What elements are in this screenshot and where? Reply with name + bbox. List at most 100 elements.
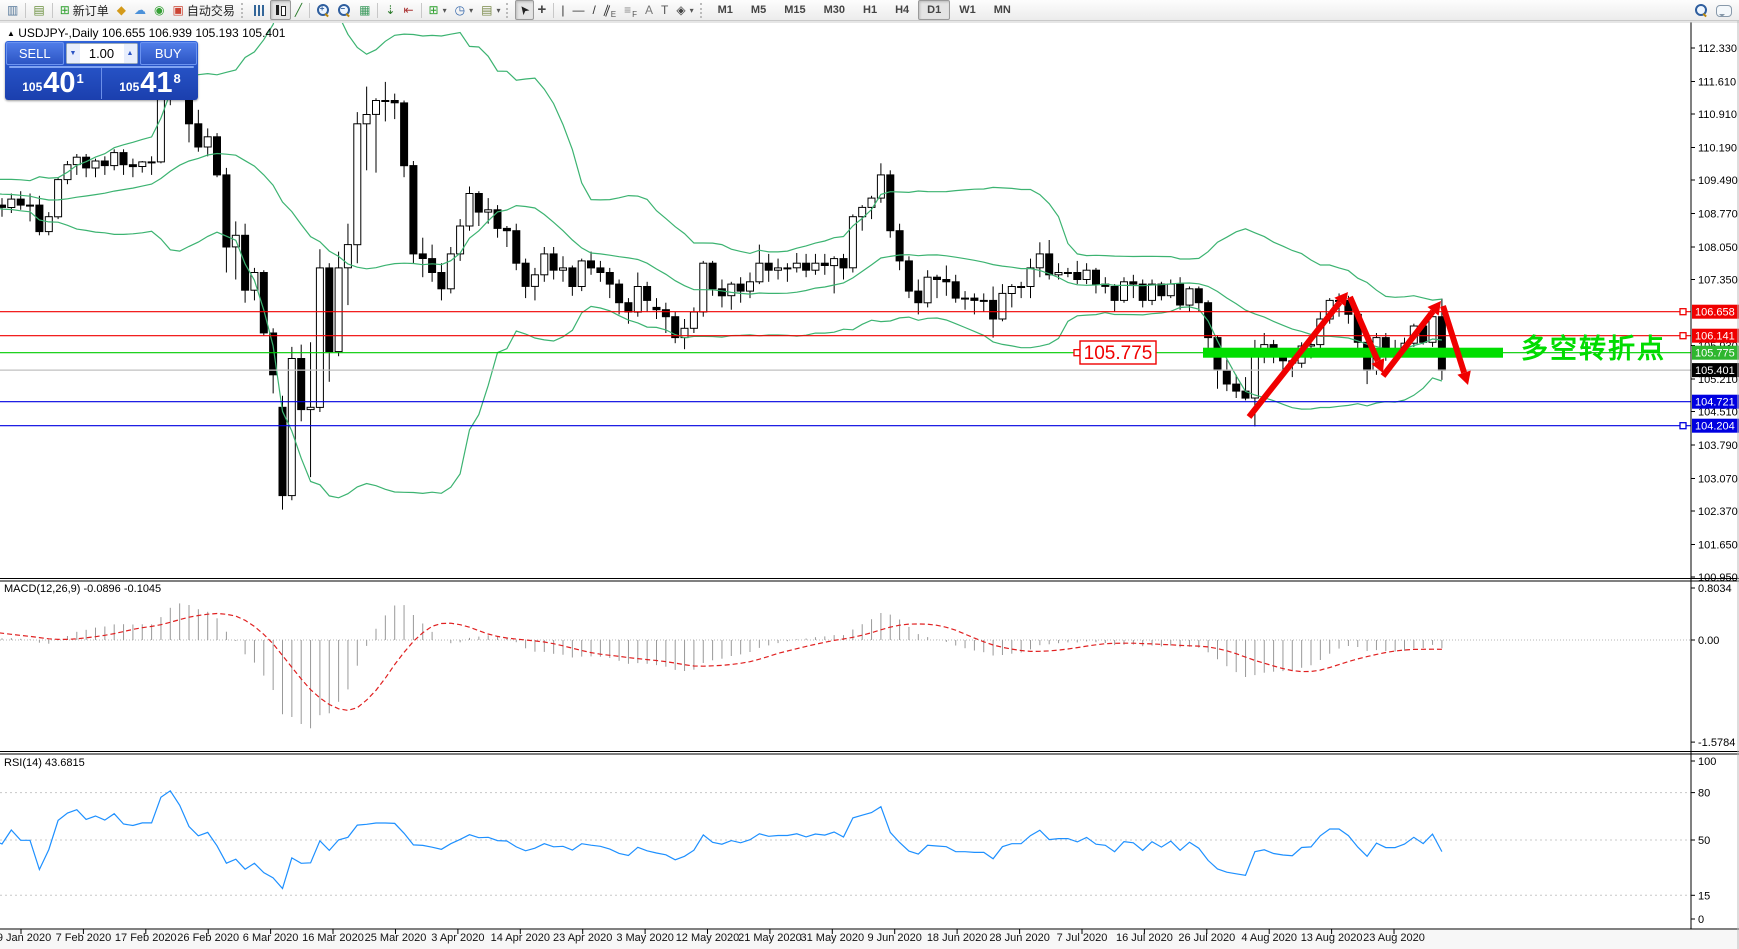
volume-input[interactable] xyxy=(79,44,124,63)
zoom-in-button[interactable]: + xyxy=(313,0,334,20)
fibonacci-button[interactable]: ≡ F xyxy=(620,0,641,20)
vertical-line-icon: | xyxy=(561,3,565,17)
price-tag-104.204: 104.204 xyxy=(1692,418,1739,433)
zoom-out-button[interactable]: – xyxy=(334,0,355,20)
cursor-button[interactable]: ➤ xyxy=(515,0,534,20)
horizontal-line-button[interactable]: — xyxy=(568,0,588,20)
toolbar-grip xyxy=(240,2,246,18)
chart-canvas[interactable]: 105.775 多空转折点 112.330 111.610 110.910 110.190… xyxy=(0,21,1739,949)
timeframe-w1-button[interactable]: W1 xyxy=(950,0,985,20)
tile-windows-button[interactable]: ▦ xyxy=(355,0,374,20)
text-label-button[interactable]: T xyxy=(657,0,672,20)
arrows-dropdown-icon: ◈ xyxy=(676,3,686,17)
svg-text:26 Jul 2020: 26 Jul 2020 xyxy=(1178,932,1235,944)
svg-text:14 Apr 2020: 14 Apr 2020 xyxy=(491,932,550,944)
volume-decrease-button[interactable]: ▼ xyxy=(66,44,80,63)
charts-window-button[interactable]: ▥ xyxy=(3,0,22,20)
chart-shift-button[interactable]: ⇤ xyxy=(399,0,417,20)
new-order-button[interactable]: ⊞ 新订单 xyxy=(56,0,113,20)
timeframe-m30-button[interactable]: M30 xyxy=(815,0,854,20)
sell-price-pip: 1 xyxy=(76,71,84,86)
templates-dropdown-icon: ▤ xyxy=(481,3,493,17)
sell-button[interactable]: SELL xyxy=(6,42,64,65)
svg-text:15: 15 xyxy=(1698,890,1710,902)
svg-text:3 Apr 2020: 3 Apr 2020 xyxy=(431,932,484,944)
timeframe-d1-button-label: D1 xyxy=(927,4,942,16)
sell-price-big: 40 xyxy=(43,67,76,99)
periods-dropdown-button[interactable]: ◷ ▾ xyxy=(451,0,478,20)
svg-text:28 Jun 2020: 28 Jun 2020 xyxy=(989,932,1050,944)
svg-text:23 Aug 2020: 23 Aug 2020 xyxy=(1363,932,1425,944)
bar-chart-icon xyxy=(253,4,266,16)
sell-price[interactable]: 105 40 1 xyxy=(5,68,102,99)
horizontal-line-106.658[interactable] xyxy=(0,308,1691,316)
macd-signal-line xyxy=(0,612,1442,712)
line-chart-button[interactable]: ╱ xyxy=(291,0,306,20)
timeframe-h1-button[interactable]: H1 xyxy=(854,0,886,20)
svg-text:13 Aug 2020: 13 Aug 2020 xyxy=(1301,932,1363,944)
profiles-button[interactable]: ▤ xyxy=(29,0,48,20)
volume-increase-button[interactable]: ▲ xyxy=(123,44,137,63)
turning-point-annotation[interactable]: 多空转折点 xyxy=(1521,333,1666,364)
svg-text:12 May 2020: 12 May 2020 xyxy=(676,932,740,944)
svg-text:110.190: 110.190 xyxy=(1698,143,1737,155)
red-trend-arrows[interactable] xyxy=(1246,292,1471,419)
timeframe-m30-button-label: M30 xyxy=(823,4,846,16)
rsi-label: RSI(14) 43.6815 xyxy=(4,757,85,769)
timeframe-h4-button[interactable]: H4 xyxy=(886,0,918,20)
svg-text:0: 0 xyxy=(1698,914,1704,926)
vertical-line-button[interactable]: | xyxy=(557,0,568,20)
horizontal-line-106.141[interactable] xyxy=(0,332,1691,340)
chart-window[interactable]: 105.775 多空转折点 112.330 111.610 110.910 110.190… xyxy=(0,21,1739,949)
new-order-button-label: 新订单 xyxy=(72,3,109,18)
svg-text:103.790: 103.790 xyxy=(1698,440,1738,452)
mql5-community-button[interactable]: ☁ xyxy=(130,0,150,20)
price-axis[interactable]: 112.330 111.610 110.910 110.190 109.490 108.7… xyxy=(1690,22,1739,929)
line-chart-icon: ╱ xyxy=(294,3,303,17)
svg-text:50: 50 xyxy=(1698,835,1710,847)
green-trend-band[interactable] xyxy=(1203,347,1503,358)
buy-button[interactable]: BUY xyxy=(139,42,197,65)
svg-text:23 Apr 2020: 23 Apr 2020 xyxy=(553,932,612,944)
svg-text:105.775: 105.775 xyxy=(1695,348,1735,360)
text-button[interactable]: A xyxy=(641,0,657,20)
one-click-trading-panel: SELL ▼ ▲ BUY 105 40 1 105 41 8 xyxy=(5,41,198,100)
collapse-triangle-icon[interactable]: ▲ xyxy=(7,29,15,38)
dropdown-arrow-icon: ▾ xyxy=(496,5,501,15)
signals-button[interactable]: ◉ xyxy=(150,0,168,20)
candlestick-chart-button[interactable] xyxy=(269,0,291,20)
svg-text:0.8034: 0.8034 xyxy=(1698,583,1732,595)
pane-separators[interactable] xyxy=(0,21,1739,949)
buy-price[interactable]: 105 41 8 xyxy=(102,68,198,99)
svg-text:7 Feb 2020: 7 Feb 2020 xyxy=(56,932,112,944)
new-order-icon: ⊞ xyxy=(59,3,70,17)
crosshair-button[interactable]: + xyxy=(534,0,551,20)
new-chart-dropdown-button[interactable]: ⊞ ▾ xyxy=(425,0,451,20)
timeframe-m15-button[interactable]: M15 xyxy=(775,0,814,20)
search-icon xyxy=(1695,3,1708,17)
toolbar-separator xyxy=(25,2,27,18)
profiles-icon: ▤ xyxy=(33,3,45,17)
auto-scroll-button[interactable]: ⇣ xyxy=(381,0,399,20)
timeframe-d1-button[interactable]: D1 xyxy=(918,0,951,20)
horizontal-line-104.204[interactable] xyxy=(0,422,1691,430)
auto-scroll-icon: ⇣ xyxy=(385,3,396,17)
timeframe-mn-button[interactable]: MN xyxy=(985,0,1020,20)
templates-dropdown-button[interactable]: ▤ ▾ xyxy=(477,0,504,20)
buy-price-pip: 8 xyxy=(173,71,181,86)
expert-advisors-button[interactable]: ◆ xyxy=(113,0,130,20)
svg-text:112.330: 112.330 xyxy=(1698,43,1737,55)
equidistant-channel-button[interactable]: ∥ E xyxy=(600,0,620,20)
dropdown-arrow-icon: ▾ xyxy=(689,5,694,15)
chat-button[interactable] xyxy=(1712,0,1736,20)
timeframe-m5-button[interactable]: M5 xyxy=(742,0,775,20)
bar-chart-button[interactable] xyxy=(250,0,270,20)
search-button[interactable] xyxy=(1691,0,1712,20)
timeframe-m1-button[interactable]: M1 xyxy=(709,0,742,20)
price-text-label[interactable]: 105.775 xyxy=(1079,340,1157,365)
arrows-dropdown-button[interactable]: ◈ ▾ xyxy=(672,0,697,20)
autotrading-button[interactable]: ▣ 自动交易 xyxy=(168,0,238,20)
svg-text:104.721: 104.721 xyxy=(1695,397,1735,409)
trendline-button[interactable]: / xyxy=(588,0,599,20)
